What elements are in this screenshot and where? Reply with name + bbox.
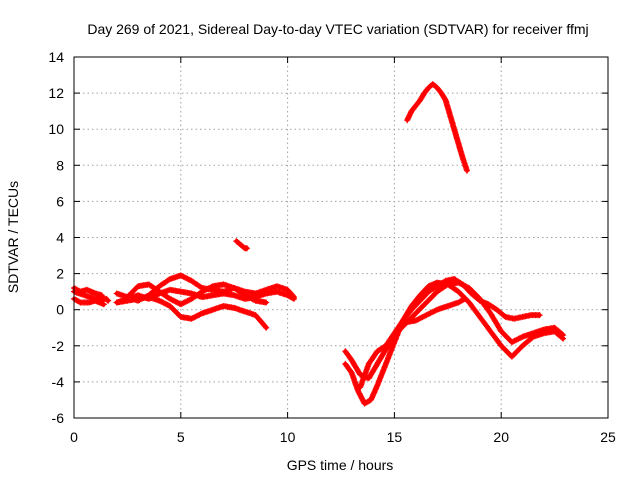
series-markers — [342, 279, 567, 407]
x-tick-labels: 0 5 10 15 20 25 — [70, 429, 616, 445]
series-track-10 — [342, 279, 567, 382]
grid-lines — [74, 57, 608, 418]
series-markers — [124, 281, 270, 308]
x-tick-label: 25 — [600, 429, 616, 445]
y-tick-label: 12 — [48, 85, 64, 101]
series-track-9 — [342, 279, 567, 407]
series-track-11 — [357, 276, 543, 391]
series-track-12 — [402, 295, 468, 326]
x-tick-label: 15 — [387, 429, 403, 445]
y-tick-label: 10 — [48, 121, 64, 137]
y-tick-label: 8 — [56, 157, 64, 173]
series-track-2 — [71, 295, 107, 308]
x-tick-label: 0 — [70, 429, 78, 445]
series-markers — [342, 279, 567, 382]
series-trace — [405, 82, 469, 173]
y-tick-label: -2 — [52, 338, 65, 354]
series-markers — [233, 238, 250, 252]
y-tick-label: 6 — [56, 193, 64, 209]
x-tick-label: 5 — [177, 429, 185, 445]
y-tick-labels: -6 -4 -2 0 2 4 6 8 10 12 14 — [48, 49, 64, 426]
series-markers — [357, 276, 543, 391]
series-markers — [113, 294, 270, 331]
series-trace — [358, 277, 542, 390]
y-tick-label: -6 — [52, 410, 65, 426]
data-series — [71, 81, 567, 407]
chart-title: Day 269 of 2021, Sidereal Day-to-day VTE… — [87, 21, 588, 37]
series-markers — [402, 295, 468, 326]
series-track-7 — [124, 281, 270, 308]
axis-ticks — [73, 56, 609, 419]
series-markers — [404, 81, 470, 174]
y-axis-label: SDTVAR / TECUs — [5, 181, 21, 293]
y-tick-label: 14 — [48, 49, 64, 65]
series-track-8 — [233, 238, 250, 252]
x-tick-label: 10 — [280, 429, 296, 445]
y-tick-label: 0 — [56, 302, 64, 318]
y-tick-label: 4 — [56, 230, 64, 246]
x-tick-label: 20 — [493, 429, 509, 445]
x-axis-label: GPS time / hours — [287, 457, 394, 473]
y-tick-label: -4 — [52, 374, 65, 390]
series-track-6 — [113, 294, 270, 331]
y-tick-label: 2 — [56, 266, 64, 282]
series-track-13 — [404, 81, 470, 174]
